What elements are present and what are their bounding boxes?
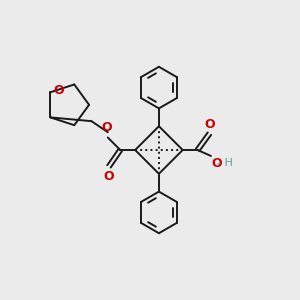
Text: O: O (53, 84, 64, 97)
Text: O: O (104, 170, 114, 183)
Text: - H: - H (218, 158, 233, 168)
Text: O: O (101, 121, 112, 134)
Text: O: O (204, 118, 215, 131)
Text: O: O (212, 158, 222, 170)
